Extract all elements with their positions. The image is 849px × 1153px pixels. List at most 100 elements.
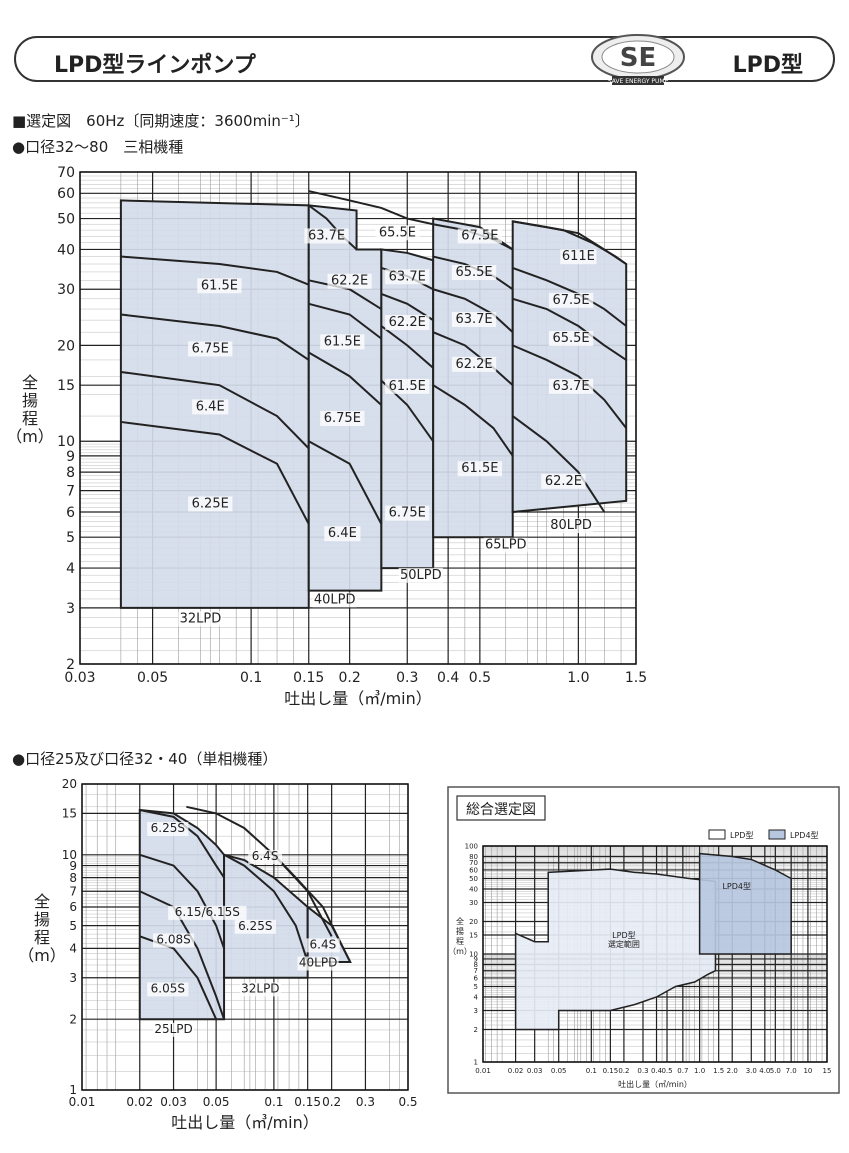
curve-label-bg bbox=[147, 822, 189, 837]
y-tick-label: 6 bbox=[474, 974, 479, 982]
x-tick-label: 0.1 bbox=[586, 1067, 597, 1075]
y-tick-label: 20 bbox=[57, 338, 75, 354]
curve-label: 61.5E bbox=[389, 379, 426, 394]
y-axis-label: 全 bbox=[456, 916, 464, 926]
model-label: LPD型 bbox=[732, 53, 803, 78]
x-tick-label: 0.15 bbox=[294, 1095, 321, 1109]
performance-curve bbox=[273, 854, 352, 963]
x-tick-label: 0.03 bbox=[160, 1095, 187, 1109]
x-tick-label: 0.5 bbox=[661, 1067, 672, 1075]
curve-label: 6.05S bbox=[151, 981, 185, 995]
x-tick-label: 0.1 bbox=[240, 670, 262, 686]
y-tick-label: 8 bbox=[66, 465, 75, 481]
x-tick-label: 5.0 bbox=[770, 1067, 781, 1075]
curve-label: 62.2E bbox=[331, 274, 368, 289]
x-tick-label: 2.0 bbox=[727, 1067, 738, 1075]
curve-label-bg bbox=[385, 505, 430, 521]
x-tick-label: 0.02 bbox=[508, 1067, 524, 1075]
performance-curve bbox=[120, 313, 310, 361]
section1-title: ■選定図 60Hz〔同期速度：3600min⁻¹〕 bbox=[12, 112, 310, 130]
y-tick-label: 60 bbox=[57, 186, 75, 202]
y-tick-label: 10 bbox=[469, 950, 478, 958]
curve-label-bg bbox=[375, 225, 420, 241]
y-axis-label: 揚 bbox=[34, 910, 50, 929]
y-tick-label: 70 bbox=[57, 165, 75, 181]
x-tick-label: 0.2 bbox=[338, 670, 360, 686]
curve-label: 65.5E bbox=[455, 265, 492, 280]
curve-label-bg bbox=[541, 473, 586, 489]
x-tick-label: 10 bbox=[803, 1067, 812, 1075]
y-axis-label: （m） bbox=[6, 427, 54, 446]
y-axis-label: 程 bbox=[34, 928, 50, 947]
curve-label-bg bbox=[320, 334, 365, 350]
x-tick-label: 0.5 bbox=[469, 670, 491, 686]
x-tick-label: 1.5 bbox=[713, 1067, 724, 1075]
x-tick-label: 0.05 bbox=[203, 1095, 230, 1109]
curve-label: 6.08S bbox=[156, 932, 190, 946]
x-tick-label: 0.3 bbox=[637, 1067, 648, 1075]
curve-label-bg bbox=[385, 315, 430, 331]
x-tick-label: 0.01 bbox=[475, 1067, 491, 1075]
plot-frame bbox=[79, 171, 637, 665]
legend-label-lpd4: LPD4型 bbox=[790, 831, 819, 840]
region-label: 50LPD bbox=[400, 568, 442, 583]
x-tick-label: 0.03 bbox=[527, 1067, 543, 1075]
x-tick-label: 0.02 bbox=[126, 1095, 153, 1109]
y-tick-label: 4 bbox=[474, 993, 479, 1001]
x-tick-label: 0.01 bbox=[69, 1095, 96, 1109]
curve-label: 67.5E bbox=[461, 228, 498, 243]
y-tick-label: 15 bbox=[62, 807, 77, 821]
x-tick-label: 0.1 bbox=[264, 1095, 283, 1109]
x-tick-label: 0.05 bbox=[551, 1067, 567, 1075]
curve-label: 62.2E bbox=[389, 315, 426, 330]
curve-label: 63.7E bbox=[389, 269, 426, 284]
curve-label-bg bbox=[147, 982, 189, 997]
x-tick-label: 0.15 bbox=[293, 670, 324, 686]
curve-label-bg bbox=[192, 399, 229, 415]
curve-label-bg bbox=[457, 461, 503, 477]
x-tick-label: 4.0 bbox=[759, 1067, 770, 1075]
x-tick-label: 1.0 bbox=[567, 670, 589, 686]
curve-label: 67.5E bbox=[552, 293, 589, 308]
y-tick-label: 20 bbox=[62, 777, 77, 791]
curve-label-bg bbox=[548, 330, 594, 346]
x-tick-label: 3.0 bbox=[746, 1067, 757, 1075]
curve-label-bg bbox=[457, 228, 503, 244]
curve-label: 63.7E bbox=[455, 312, 492, 327]
operating-region bbox=[698, 852, 792, 955]
region-label-bg bbox=[548, 518, 594, 534]
y-tick-label: 15 bbox=[469, 931, 478, 939]
curve-label-bg bbox=[385, 378, 430, 394]
x-tick-label: 0.3 bbox=[396, 670, 418, 686]
performance-curve bbox=[380, 325, 434, 369]
performance-curve bbox=[432, 288, 514, 333]
curve-label: 65.5E bbox=[379, 225, 416, 240]
x-tick-label: 0.05 bbox=[137, 670, 168, 686]
curve-label-bg bbox=[560, 249, 597, 265]
x-tick-label: 1.5 bbox=[625, 670, 647, 686]
curve-label-bg bbox=[188, 341, 233, 357]
performance-curve bbox=[512, 415, 606, 513]
curve-label-bg bbox=[152, 933, 195, 948]
region-label-bg bbox=[398, 567, 443, 583]
curve-label-bg bbox=[451, 265, 497, 281]
curve-label-bg bbox=[327, 273, 372, 289]
performance-curve bbox=[380, 293, 434, 321]
y-tick-label: 7 bbox=[69, 884, 77, 898]
region-label: 32LPD bbox=[180, 611, 222, 626]
three-phase-chart: 63.7E 65.5E 67.5E 611E 61.5E 62.2E 63.7E 65.5E 6… bbox=[6, 165, 647, 708]
y-axis-label: 全 bbox=[34, 892, 50, 911]
x-tick-label: 0.2 bbox=[618, 1067, 629, 1075]
y-tick-label: 40 bbox=[469, 885, 478, 893]
y-tick-label: 2 bbox=[69, 1012, 77, 1026]
region-label: 80LPD bbox=[550, 518, 592, 533]
curve-label-bg bbox=[234, 919, 276, 934]
y-tick-label: 10 bbox=[62, 848, 77, 862]
performance-curve bbox=[432, 384, 514, 457]
y-tick-label: 4 bbox=[69, 942, 77, 956]
y-tick-label: 5 bbox=[69, 919, 77, 933]
curve-label: 6.75E bbox=[192, 341, 229, 356]
curve-label-bg bbox=[385, 269, 430, 285]
